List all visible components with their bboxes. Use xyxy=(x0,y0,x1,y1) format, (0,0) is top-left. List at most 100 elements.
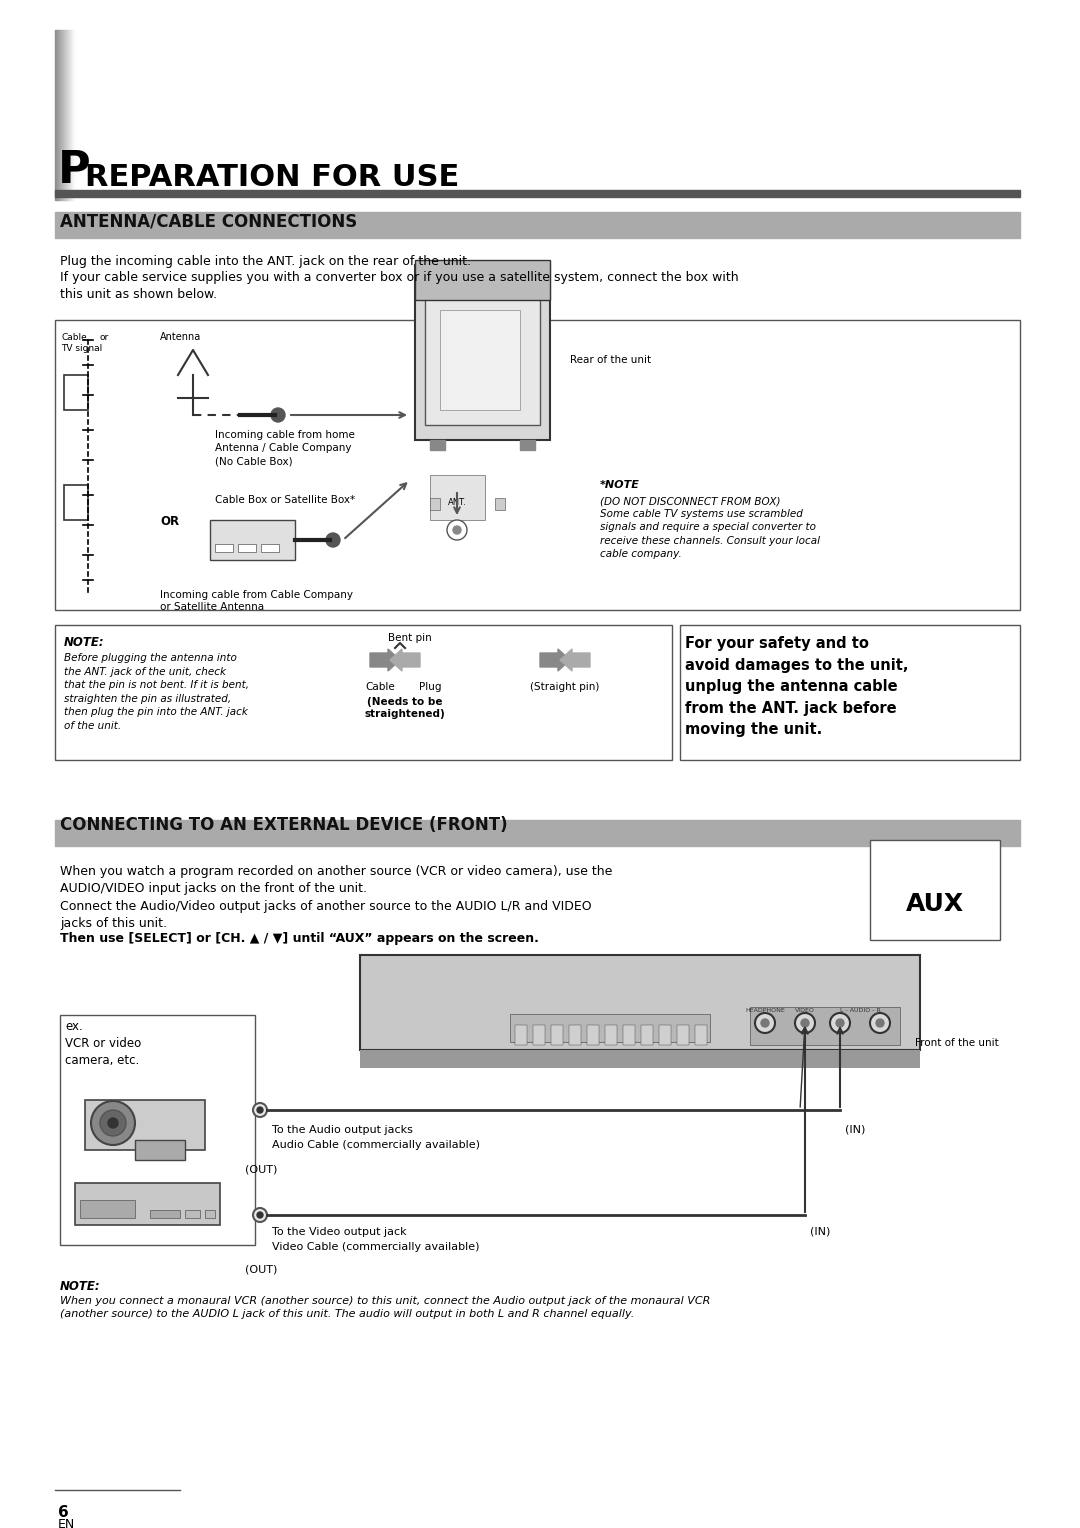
Circle shape xyxy=(108,1118,118,1128)
Text: When you connect a monaural VCR (another source) to this unit, connect the Audio: When you connect a monaural VCR (another… xyxy=(60,1296,711,1319)
Text: Plug the incoming cable into the ANT. jack on the rear of the unit.: Plug the incoming cable into the ANT. ja… xyxy=(60,255,471,267)
Bar xyxy=(210,520,295,559)
Text: (DO NOT DISCONNECT FROM BOX)
Some cable TV systems use scrambled
signals and req: (DO NOT DISCONNECT FROM BOX) Some cable … xyxy=(600,497,820,559)
Bar xyxy=(430,440,445,451)
Bar xyxy=(750,1007,900,1045)
Text: Then use [SELECT] or [CH. ▲ / ▼] until “AUX” appears on the screen.: Then use [SELECT] or [CH. ▲ / ▼] until “… xyxy=(60,932,539,944)
Circle shape xyxy=(257,1212,264,1218)
Bar xyxy=(80,1199,135,1218)
Bar xyxy=(430,498,440,510)
Bar xyxy=(261,544,279,552)
Text: To the Audio output jacks: To the Audio output jacks xyxy=(272,1125,413,1135)
Circle shape xyxy=(795,1013,815,1033)
Text: Bent pin: Bent pin xyxy=(388,633,432,643)
Text: (IN): (IN) xyxy=(810,1227,831,1238)
Text: VIDEO: VIDEO xyxy=(795,1008,815,1013)
Text: For your safety and to
avoid damages to the unit,
unplug the antenna cable
from : For your safety and to avoid damages to … xyxy=(685,636,908,738)
Text: Antenna: Antenna xyxy=(160,332,201,342)
Text: ANT.: ANT. xyxy=(447,498,467,507)
Bar xyxy=(534,1025,545,1045)
Text: Plug: Plug xyxy=(419,681,442,692)
Bar xyxy=(569,1025,581,1045)
Bar xyxy=(55,625,672,759)
Bar xyxy=(677,1025,689,1045)
Text: (IN): (IN) xyxy=(845,1125,865,1135)
Circle shape xyxy=(253,1103,267,1117)
Bar xyxy=(440,310,519,410)
Text: Cable Box or Satellite Box*: Cable Box or Satellite Box* xyxy=(215,495,355,504)
Bar xyxy=(205,1210,215,1218)
Text: ex.
VCR or video
camera, etc.: ex. VCR or video camera, etc. xyxy=(65,1021,141,1067)
Text: If your cable service supplies you with a converter box or if you use a satellit: If your cable service supplies you with … xyxy=(60,270,739,301)
Text: (OUT): (OUT) xyxy=(245,1265,278,1274)
Text: Front of the unit: Front of the unit xyxy=(915,1038,999,1048)
Bar xyxy=(659,1025,671,1045)
Text: To the Video output jack: To the Video output jack xyxy=(272,1227,407,1238)
FancyArrow shape xyxy=(540,649,570,671)
Bar xyxy=(415,264,550,440)
FancyArrow shape xyxy=(370,649,400,671)
Bar xyxy=(588,1025,599,1045)
Text: ANTENNA/CABLE CONNECTIONS: ANTENNA/CABLE CONNECTIONS xyxy=(60,212,357,231)
Bar xyxy=(510,1015,710,1042)
Bar xyxy=(519,440,535,451)
Text: (OUT): (OUT) xyxy=(245,1164,278,1175)
Bar xyxy=(55,189,1020,197)
FancyArrow shape xyxy=(390,649,420,671)
Circle shape xyxy=(257,1106,264,1112)
Circle shape xyxy=(801,1019,809,1027)
Bar xyxy=(150,1210,180,1218)
Text: (Straight pin): (Straight pin) xyxy=(530,681,599,692)
Bar xyxy=(870,840,1000,940)
Text: Cable
TV signal: Cable TV signal xyxy=(60,333,103,353)
Circle shape xyxy=(755,1013,775,1033)
Text: REPARATION FOR USE: REPARATION FOR USE xyxy=(85,163,459,193)
Circle shape xyxy=(447,520,467,539)
Circle shape xyxy=(831,1013,850,1033)
Text: 6: 6 xyxy=(58,1505,69,1520)
Bar xyxy=(642,1025,653,1045)
Circle shape xyxy=(453,526,461,533)
Bar xyxy=(75,1183,220,1225)
Circle shape xyxy=(876,1019,885,1027)
Circle shape xyxy=(271,408,285,422)
Text: Incoming cable from home
Antenna / Cable Company
(No Cable Box): Incoming cable from home Antenna / Cable… xyxy=(215,429,355,466)
FancyArrow shape xyxy=(561,649,590,671)
Circle shape xyxy=(253,1209,267,1222)
Bar xyxy=(60,1015,255,1245)
Text: Audio Cable (commercially available): Audio Cable (commercially available) xyxy=(272,1140,480,1151)
Bar xyxy=(696,1025,707,1045)
Text: Connect the Audio/Video output jacks of another source to the AUDIO L/R and VIDE: Connect the Audio/Video output jacks of … xyxy=(60,900,592,931)
Bar xyxy=(605,1025,617,1045)
Bar xyxy=(515,1025,527,1045)
Bar xyxy=(185,1210,200,1218)
Circle shape xyxy=(836,1019,843,1027)
Bar xyxy=(64,374,87,410)
Bar xyxy=(430,475,485,520)
Text: Rear of the unit: Rear of the unit xyxy=(570,354,651,365)
Bar xyxy=(623,1025,635,1045)
Bar xyxy=(55,821,1020,847)
Bar xyxy=(495,498,505,510)
Circle shape xyxy=(100,1109,126,1135)
Circle shape xyxy=(870,1013,890,1033)
Bar xyxy=(238,544,256,552)
Text: L - AUDIO - R: L - AUDIO - R xyxy=(839,1008,880,1013)
Bar xyxy=(360,1050,920,1068)
Text: Before plugging the antenna into
the ANT. jack of the unit, check
that the pin i: Before plugging the antenna into the ANT… xyxy=(64,652,249,730)
Bar xyxy=(215,544,233,552)
Text: Incoming cable from Cable Company
or Satellite Antenna: Incoming cable from Cable Company or Sat… xyxy=(160,590,353,611)
Text: AUX: AUX xyxy=(906,892,964,915)
Bar xyxy=(680,625,1020,759)
Text: (Needs to be
straightened): (Needs to be straightened) xyxy=(365,697,445,718)
Text: *NOTE: *NOTE xyxy=(600,480,639,490)
Text: NOTE:: NOTE: xyxy=(60,1280,100,1293)
Circle shape xyxy=(326,533,340,547)
Bar xyxy=(55,212,1020,238)
Bar xyxy=(64,484,87,520)
Text: HEADPHONE: HEADPHONE xyxy=(745,1008,785,1013)
Text: Video Cable (commercially available): Video Cable (commercially available) xyxy=(272,1242,480,1251)
Text: or: or xyxy=(100,333,109,342)
Circle shape xyxy=(91,1102,135,1144)
Text: EN: EN xyxy=(58,1517,76,1528)
